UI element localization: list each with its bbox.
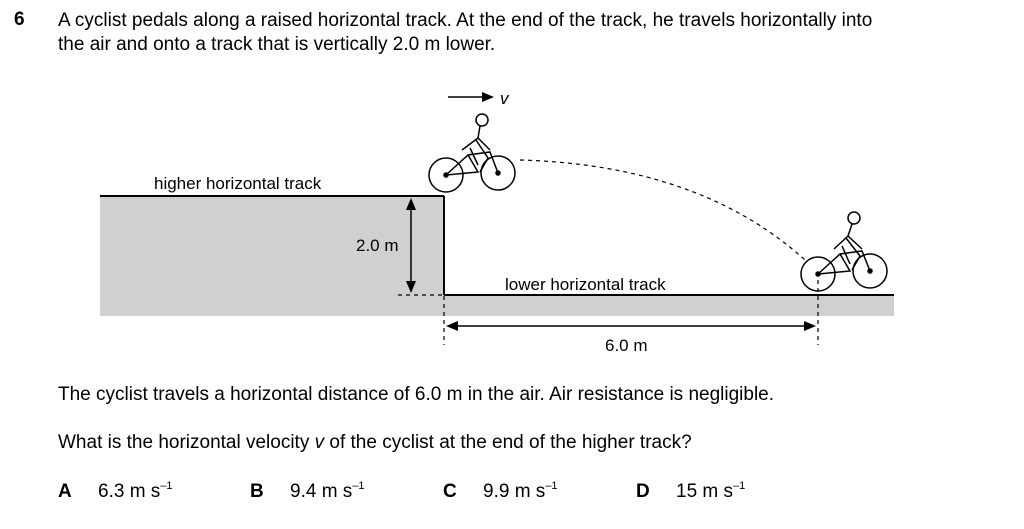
option-letter: A <box>58 481 72 502</box>
higher-track-label: higher horizontal track <box>154 174 322 193</box>
paragraph-question: What is the horizontal velocity v of the… <box>58 432 692 454</box>
height-label: 2.0 m <box>356 236 399 255</box>
cyclist-bottom-icon <box>800 211 888 292</box>
question-text: What is the horizontal velocity v of the… <box>58 432 692 453</box>
option-c[interactable]: C 9.9 m s–1 <box>443 480 558 503</box>
option-exponent: –1 <box>352 480 365 492</box>
velocity-arrow <box>448 92 494 102</box>
paragraph-air-distance: The cyclist travels a horizontal distanc… <box>58 384 775 405</box>
option-b[interactable]: B 9.4 m s–1 <box>250 480 365 503</box>
option-exponent: –1 <box>545 480 558 492</box>
distance-arrow <box>446 321 816 331</box>
option-exponent: –1 <box>160 480 173 492</box>
cyclist-top-icon <box>428 113 516 193</box>
higher-track-block <box>100 196 444 316</box>
option-a[interactable]: A 6.3 m s–1 <box>58 480 173 503</box>
lower-track-band <box>444 295 894 316</box>
option-value: 15 m s <box>676 481 734 502</box>
option-value: 6.3 m s <box>98 481 161 502</box>
lower-track-label: lower horizontal track <box>505 275 666 294</box>
velocity-label: v <box>500 89 510 108</box>
question-number: 6 <box>14 9 25 30</box>
option-value: 9.4 m s <box>290 481 353 502</box>
option-letter: C <box>443 481 457 502</box>
height-arrow <box>406 198 416 293</box>
trajectory-dashed <box>519 159 806 261</box>
option-d[interactable]: D 15 m s–1 <box>636 480 745 503</box>
option-letter: B <box>250 481 264 502</box>
question-stem: A cyclist pedals along a raised horizont… <box>58 9 1008 57</box>
option-exponent: –1 <box>733 480 746 492</box>
option-value: 9.9 m s <box>483 481 546 502</box>
distance-label: 6.0 m <box>605 336 648 355</box>
velocity-symbol: v <box>314 432 325 453</box>
option-letter: D <box>636 481 650 502</box>
stem-line-1: A cyclist pedals along a raised horizont… <box>58 10 873 31</box>
stem-line-2: the air and onto a track that is vertica… <box>58 34 496 55</box>
